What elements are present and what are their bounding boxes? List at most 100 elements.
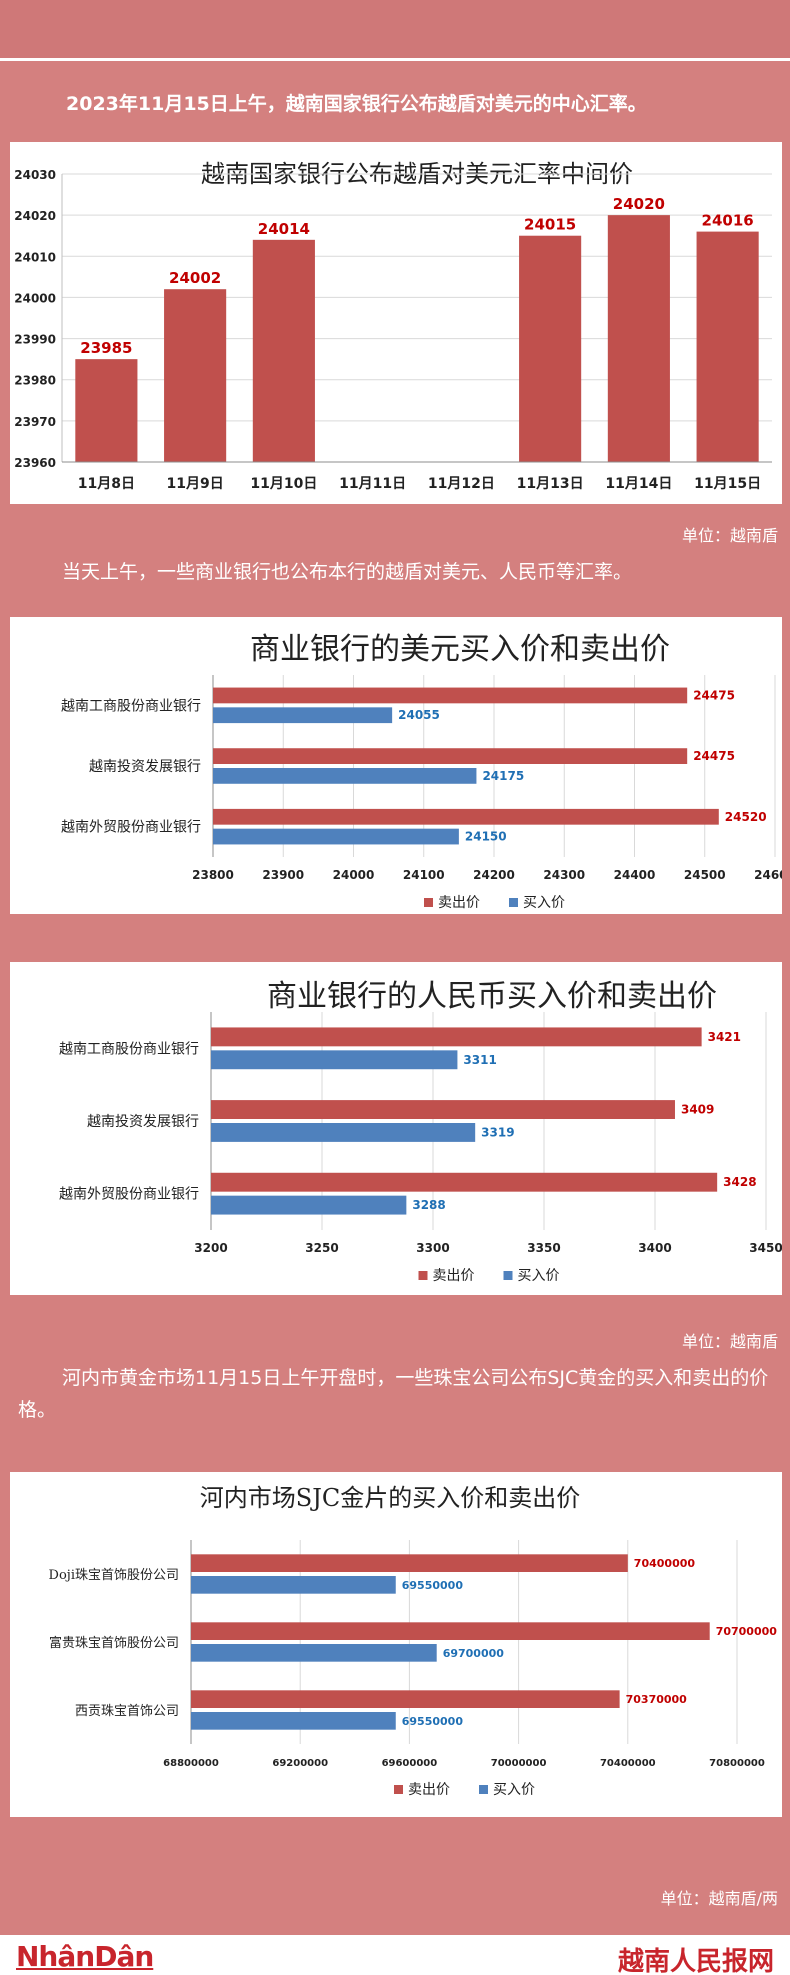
x-tick-label: 23900 — [262, 868, 304, 882]
legend-label: 买入价 — [493, 1782, 535, 1798]
bar-value-label: 24015 — [524, 216, 576, 234]
x-tick-label: 3200 — [194, 1241, 227, 1255]
unit-label-3: 单位：越南盾/两 — [660, 1889, 778, 1908]
chart-cny-rates: 商业银行的人民币买入价和卖出价 3200 3250 3300 3350 3400 3450 3… — [59, 979, 782, 1284]
sell-bar — [213, 687, 688, 704]
text-gold-market: 河内市黄金市场11月15日上午开盘时，一些珠宝公司公布SJC黄金的买入和卖出的价… — [18, 1367, 769, 1421]
x-tick-label: 11月14日 — [605, 476, 672, 492]
nhandan-logo[interactable]: NhânDân — [16, 1940, 154, 1973]
bar-value-label: 23985 — [80, 339, 132, 357]
bar — [696, 231, 759, 462]
buy-bar — [213, 828, 459, 845]
buy-bar — [213, 707, 393, 724]
bar-value-label: 3428 — [723, 1175, 756, 1189]
chart-title: 河内市场SJC金片的买入价和卖出价 — [200, 1484, 580, 1512]
legend-swatch — [509, 898, 518, 907]
bar-value-label: 69550000 — [402, 1579, 464, 1592]
x-tick-label: 24000 — [333, 868, 375, 882]
bar — [164, 289, 227, 462]
legend-swatch — [479, 1785, 488, 1794]
y-tick-label: 23970 — [14, 415, 56, 429]
unit-label-1: 单位：越南盾 — [681, 526, 778, 545]
x-tick-label: 3350 — [527, 1241, 560, 1255]
x-tick-label: 24300 — [543, 868, 585, 882]
buy-bar — [211, 1123, 476, 1142]
bar-value-label: 24150 — [465, 830, 507, 844]
chart-panel-central-rate: 越南国家银行公布越盾对美元汇率中间价 23960 23970 23980 23990 24… — [10, 142, 782, 504]
bar-value-label: 70370000 — [626, 1693, 688, 1706]
legend-label: 买入价 — [518, 1268, 560, 1284]
sell-bar — [191, 1622, 710, 1640]
y-tick-label: 24000 — [14, 291, 56, 305]
x-tick-label: 11月13日 — [517, 476, 584, 492]
legend-swatch — [424, 898, 433, 907]
sell-bar — [213, 808, 719, 825]
category-label: 越南外贸股份商业银行 — [61, 820, 201, 836]
sell-bar — [211, 1100, 675, 1119]
x-tick-label: 11月15日 — [694, 476, 761, 492]
x-tick-label: 11月8日 — [78, 476, 135, 492]
bar-value-label: 3421 — [708, 1030, 741, 1044]
legend-swatch — [394, 1785, 403, 1794]
chart-gold-prices: 河内市场SJC金片的买入价和卖出价 68800000 69200000 6960000… — [49, 1484, 778, 1798]
x-tick-label: 3400 — [638, 1241, 671, 1255]
chart-panel-usd: 商业银行的美元买入价和卖出价 23800 23900 24000 24100 24200 2… — [10, 617, 782, 914]
sell-bar — [211, 1172, 718, 1192]
bar-value-label: 3288 — [412, 1198, 445, 1212]
legend-swatch — [503, 1271, 513, 1280]
x-tick-label: 70800000 — [709, 1758, 765, 1769]
x-tick-label: 11月10日 — [250, 476, 317, 492]
bar — [75, 359, 138, 462]
header-divider — [0, 58, 790, 61]
bar-value-label: 3311 — [463, 1053, 496, 1067]
y-tick-label: 24010 — [14, 250, 56, 264]
x-tick-label: 70400000 — [600, 1758, 656, 1769]
x-tick-label: 24200 — [473, 868, 515, 882]
category-label: 越南工商股份商业银行 — [61, 698, 201, 714]
buy-bar — [191, 1644, 437, 1662]
bar-value-label: 3319 — [481, 1125, 514, 1139]
bar-value-label: 3409 — [681, 1103, 714, 1117]
category-label: 西贡珠宝首饰公司 — [75, 1704, 179, 1719]
bar-value-label: 70700000 — [716, 1625, 778, 1638]
legend-label: 卖出价 — [438, 895, 480, 911]
legend-label: 买入价 — [523, 895, 565, 911]
text-commercial-banks: 当天上午，一些商业银行也公布本行的越盾对美元、人民币等汇率。 — [62, 561, 633, 583]
bar-value-label: 70400000 — [634, 1557, 696, 1570]
unit-label-2: 单位：越南盾 — [681, 1332, 778, 1351]
x-tick-label: 24100 — [403, 868, 445, 882]
x-tick-label: 70000000 — [491, 1758, 547, 1769]
bar-value-label: 24475 — [693, 688, 735, 702]
bar-value-label: 24175 — [482, 769, 524, 783]
category-label: Doji珠宝首饰股份公司 — [49, 1568, 179, 1583]
x-tick-label: 3450 — [749, 1241, 782, 1255]
x-tick-label: 3300 — [416, 1241, 449, 1255]
x-tick-label: 68800000 — [163, 1758, 219, 1769]
footer: NhânDân 越南人民报网 — [0, 1935, 790, 1975]
site-name[interactable]: 越南人民报网 — [617, 1947, 774, 1975]
x-tick-label: 69600000 — [382, 1758, 438, 1769]
bar-value-label: 69700000 — [443, 1647, 505, 1660]
bar-value-label: 24002 — [169, 269, 221, 287]
y-tick-label: 24030 — [14, 168, 56, 182]
bar-value-label: 24520 — [725, 810, 767, 824]
chart-title: 商业银行的人民币买入价和卖出价 — [267, 979, 717, 1014]
bar-value-label: 24020 — [613, 195, 665, 213]
sell-bar — [213, 748, 688, 764]
sell-bar — [191, 1554, 628, 1572]
category-label: 越南工商股份商业银行 — [59, 1041, 199, 1057]
y-tick-label: 23960 — [14, 456, 56, 470]
category-label: 越南外贸股份商业银行 — [59, 1187, 199, 1203]
sell-bar — [191, 1690, 620, 1708]
y-tick-label: 24020 — [14, 209, 56, 223]
header-band — [0, 0, 790, 60]
buy-bar — [191, 1576, 396, 1594]
x-tick-label: 11月12日 — [428, 476, 495, 492]
sell-bar — [211, 1027, 702, 1047]
bar — [252, 239, 315, 462]
x-tick-label: 23800 — [192, 868, 234, 882]
legend-swatch — [418, 1271, 428, 1280]
x-tick-label: 11月9日 — [167, 476, 224, 492]
chart-title: 商业银行的美元买入价和卖出价 — [250, 632, 670, 667]
x-tick-label: 3250 — [305, 1241, 338, 1255]
